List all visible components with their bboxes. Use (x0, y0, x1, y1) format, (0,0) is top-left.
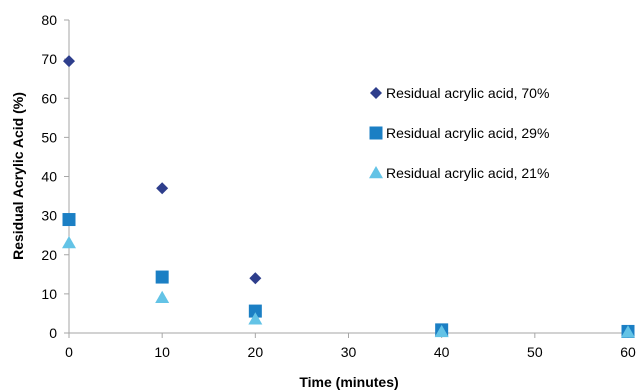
data-point-square (248, 304, 262, 318)
legend-label: Residual acrylic acid, 21% (386, 165, 549, 181)
data-point-diamond (249, 272, 262, 285)
x-tick-label: 20 (248, 344, 264, 360)
legend-item: Residual acrylic acid, 29% (369, 125, 549, 141)
y-axis-ticks: 0 10 20 30 40 50 60 70 80 (41, 12, 69, 341)
x-tick-label: 10 (154, 344, 170, 360)
data-point-diamond (63, 55, 75, 68)
y-tick-label: 60 (41, 90, 57, 106)
plot-area: 0 10 20 30 40 50 60 0 10 20 30 40 50 60 70 80 (41, 12, 636, 360)
y-tick-label: 50 (41, 129, 57, 145)
y-tick-label: 0 (49, 325, 57, 341)
data-point-triangle (621, 325, 635, 338)
y-tick-label: 70 (41, 51, 57, 67)
data-point-triangle (434, 324, 449, 338)
data-point-triangle (155, 290, 170, 304)
y-tick-label: 20 (41, 247, 57, 263)
x-axis-title: Time (minutes) (299, 374, 398, 390)
data-point-triangle (62, 236, 76, 249)
legend: Residual acrylic acid, 70% Residual acryl… (369, 85, 549, 181)
legend-marker-triangle (369, 166, 383, 179)
y-axis-title: Residual Acrylic Acid (%) (10, 92, 26, 260)
legend-item: Residual acrylic acid, 21% (369, 165, 549, 181)
legend-label: Residual acrylic acid, 70% (386, 85, 549, 101)
data-point-square (62, 213, 76, 227)
x-tick-label: 60 (620, 344, 636, 360)
legend-item: Residual acrylic acid, 70% (370, 85, 549, 101)
data-point-triangle (248, 312, 263, 325)
legend-marker-square (369, 126, 383, 140)
y-tick-label: 30 (41, 208, 57, 224)
legend-marker-diamond (370, 87, 382, 99)
y-tick-label: 40 (41, 169, 57, 185)
x-tick-label: 50 (527, 344, 543, 360)
data-point-square (155, 270, 169, 284)
data-point-diamond (156, 182, 169, 195)
y-tick-label: 10 (41, 286, 57, 302)
x-tick-label: 40 (434, 344, 450, 360)
data-markers (62, 55, 635, 338)
x-axis-ticks: 0 10 20 30 40 50 60 (65, 333, 636, 360)
x-tick-label: 30 (341, 344, 357, 360)
legend-label: Residual acrylic acid, 29% (386, 125, 549, 141)
y-tick-label: 80 (41, 12, 57, 28)
x-tick-label: 0 (65, 344, 73, 360)
